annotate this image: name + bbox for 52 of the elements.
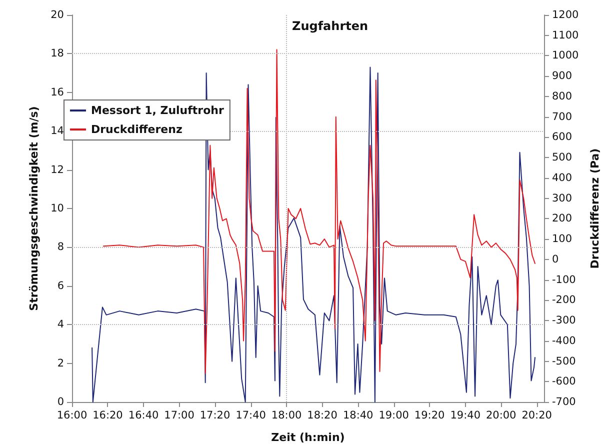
line-series bbox=[92, 66, 536, 402]
x-tick-label: 19:40 bbox=[450, 410, 480, 422]
y2-tick-label: -400 bbox=[552, 334, 576, 347]
x-tick-label: 16:40 bbox=[128, 410, 159, 422]
x-tick-label: 18:20 bbox=[307, 410, 338, 422]
y2-tick-label: 600 bbox=[552, 131, 572, 144]
x-tick-label: 16:20 bbox=[92, 410, 123, 422]
y2-tick-label: 1200 bbox=[552, 9, 579, 21]
y-axis-title: Strömungsgeschwindigkeit (m/s) bbox=[28, 106, 41, 311]
y2-tick-label: 400 bbox=[552, 172, 572, 184]
y2-tick-label: 300 bbox=[552, 192, 572, 204]
y-tick-label: 14 bbox=[50, 125, 64, 138]
x-axis-title: Zeit (h:min) bbox=[271, 431, 345, 444]
x-tick-label: 20:00 bbox=[486, 410, 516, 422]
y2-tick-label: 800 bbox=[552, 90, 572, 102]
y-tick-label: 18 bbox=[50, 48, 64, 60]
y-tick-label: 16 bbox=[50, 86, 64, 98]
y-tick-label: 10 bbox=[50, 202, 64, 214]
y2-tick-label: 200 bbox=[552, 212, 572, 225]
y2-tick-label: -300 bbox=[552, 314, 576, 327]
y2-tick-label: 100 bbox=[552, 233, 572, 246]
y2-tick-label: -500 bbox=[552, 355, 576, 368]
y2-tick-label: 0 bbox=[552, 253, 559, 266]
y2-tick-label: -100 bbox=[552, 274, 576, 286]
y-tick-label: 4 bbox=[57, 318, 64, 331]
annotation: Zugfahrten bbox=[292, 19, 368, 33]
x-tick-label: 16:00 bbox=[56, 410, 88, 422]
y2-tick-label: 1000 bbox=[552, 50, 579, 62]
y2-tick-label: -700 bbox=[552, 396, 576, 408]
x-tick-label: 17:20 bbox=[200, 410, 230, 422]
y-tick-label: 12 bbox=[50, 164, 64, 176]
legend-label: Messort 1, Zuluftrohr bbox=[91, 104, 224, 117]
y-tick-label: 20 bbox=[50, 9, 64, 21]
y2-tick-label: -200 bbox=[552, 294, 576, 306]
y2-tick-label: 1100 bbox=[552, 29, 579, 42]
y2-tick-label: -600 bbox=[552, 376, 576, 388]
legend-label: Druckdifferenz bbox=[91, 123, 182, 136]
y-tick-label: 8 bbox=[57, 241, 64, 254]
x-tick-label: 20:20 bbox=[522, 410, 552, 422]
y2-tick-label: 500 bbox=[552, 152, 572, 164]
y2-axis-title: Druckdifferenz (Pa) bbox=[588, 148, 602, 269]
x-tick-label: 17:00 bbox=[164, 410, 194, 422]
x-tick-label: 19:00 bbox=[378, 410, 409, 422]
y2-tick-label: 700 bbox=[552, 110, 572, 123]
y2-tick-label: 900 bbox=[552, 70, 572, 82]
x-tick-label: 17:40 bbox=[236, 410, 266, 422]
x-tick-label: 18:00 bbox=[271, 410, 302, 422]
y-tick-label: 0 bbox=[57, 396, 64, 408]
y-tick-label: 6 bbox=[57, 280, 64, 292]
y-tick-label: 2 bbox=[57, 357, 64, 370]
x-tick-label: 19:20 bbox=[414, 410, 445, 422]
x-tick-label: 18:40 bbox=[342, 410, 374, 422]
